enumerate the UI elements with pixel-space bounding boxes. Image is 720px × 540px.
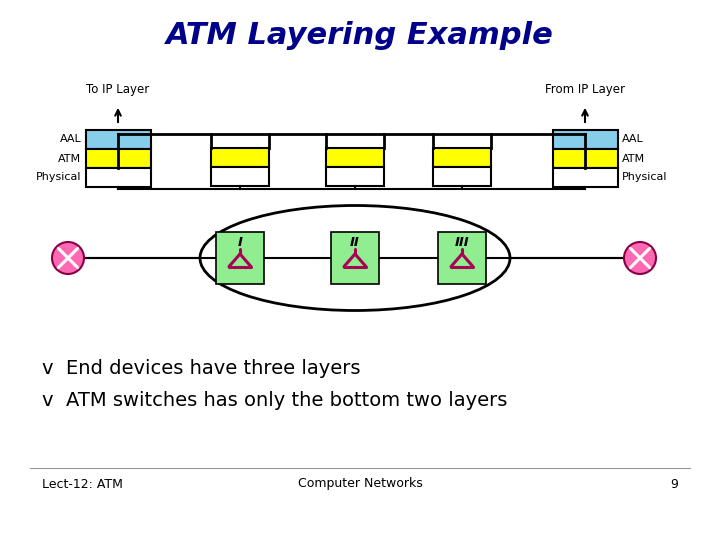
Text: Physical: Physical — [621, 172, 667, 183]
Text: Computer Networks: Computer Networks — [297, 477, 423, 490]
Text: 9: 9 — [670, 477, 678, 490]
Bar — [86, 130, 150, 149]
Text: From IP Layer: From IP Layer — [545, 84, 625, 97]
Bar — [552, 149, 618, 168]
Text: ATM: ATM — [621, 153, 644, 164]
Text: v  End devices have three layers: v End devices have three layers — [42, 359, 361, 377]
Text: II: II — [350, 237, 360, 249]
Bar — [433, 148, 491, 167]
Bar — [331, 232, 379, 284]
Bar — [211, 148, 269, 167]
Bar — [552, 130, 618, 149]
Circle shape — [52, 242, 84, 274]
Text: ATM: ATM — [58, 153, 81, 164]
Text: I: I — [238, 237, 243, 249]
Text: Physical: Physical — [36, 172, 81, 183]
Bar — [86, 168, 150, 187]
Bar — [438, 232, 486, 284]
Text: v  ATM switches has only the bottom two layers: v ATM switches has only the bottom two l… — [42, 390, 508, 409]
Bar — [86, 149, 150, 168]
Bar — [552, 168, 618, 187]
Text: Lect-12: ATM: Lect-12: ATM — [42, 477, 123, 490]
Text: AAL: AAL — [60, 134, 81, 145]
Text: ATM Layering Example: ATM Layering Example — [166, 21, 554, 50]
Circle shape — [624, 242, 656, 274]
Text: AAL: AAL — [621, 134, 643, 145]
Text: III: III — [455, 237, 469, 249]
Bar — [326, 167, 384, 186]
Bar — [433, 167, 491, 186]
Bar — [211, 167, 269, 186]
Bar — [326, 148, 384, 167]
Bar — [216, 232, 264, 284]
Text: To IP Layer: To IP Layer — [86, 84, 150, 97]
